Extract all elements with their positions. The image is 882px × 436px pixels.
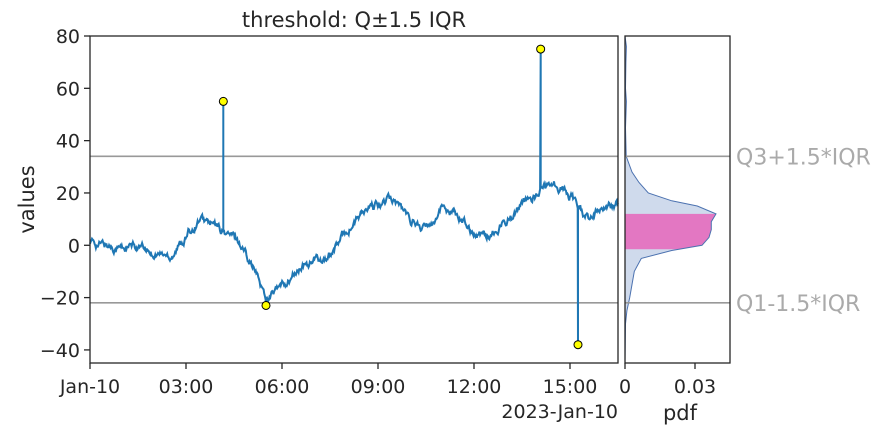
- density-highlight-band: [625, 213, 716, 250]
- threshold-label-2: Q1-1.5*IQR: [736, 292, 860, 317]
- density-x-label: pdf: [663, 401, 698, 425]
- y-tick-label: 80: [56, 26, 80, 48]
- y-tick-label: 40: [56, 131, 80, 153]
- x-axis-ticks: Jan-10 03:00 06:00 09:00 12:00 15:00: [59, 363, 598, 398]
- x-tick-label: Jan-10: [59, 376, 120, 398]
- y-tick-label: −40: [40, 340, 80, 362]
- density-x-tick-label: 0.03: [674, 376, 716, 398]
- density-x-tick-label: 0: [619, 376, 631, 398]
- outlier-point-3: [536, 44, 546, 54]
- x-tick-label: 12:00: [447, 376, 502, 398]
- y-tick-label: 20: [56, 183, 80, 205]
- x-tick-label: 15:00: [543, 376, 598, 398]
- density-area: [625, 36, 716, 363]
- series-line: [89, 49, 619, 345]
- density-outline: [624, 35, 717, 364]
- chart-title: threshold: Q±1.5 IQR: [242, 8, 466, 32]
- density-x-ticks: 0 0.03: [619, 363, 716, 398]
- y-tick-label: 60: [56, 78, 80, 100]
- y-axis-ticks: −40 −20 0 20 40 60 80: [40, 26, 90, 362]
- density-plot-frame: [624, 35, 731, 364]
- outlier-markers: [218, 44, 583, 350]
- x-tick-label: 06:00: [255, 376, 310, 398]
- outlier-point-1: [218, 96, 228, 106]
- x-tick-label: 03:00: [159, 376, 214, 398]
- outlier-point-4: [573, 340, 583, 350]
- threshold-lines: [90, 155, 618, 304]
- x-tick-label: 09:00: [351, 376, 406, 398]
- x-axis-offset-label: 2023-Jan-10: [501, 401, 618, 423]
- threshold-labels: Q3+1.5*IQR Q1-1.5*IQR: [736, 145, 871, 316]
- y-tick-label: −20: [40, 288, 80, 310]
- y-tick-label: 0: [68, 235, 80, 257]
- outlier-point-2: [261, 300, 271, 310]
- main-chart-panel: −40 −20 0 20 40 60 80 Jan-10 03:00 06:00 09:00 12:…: [15, 8, 619, 423]
- density-threshold-lines: [625, 155, 730, 304]
- threshold-label-1: Q3+1.5*IQR: [736, 145, 871, 170]
- y-axis-label: values: [15, 165, 39, 233]
- main-plot-frame: [89, 35, 619, 364]
